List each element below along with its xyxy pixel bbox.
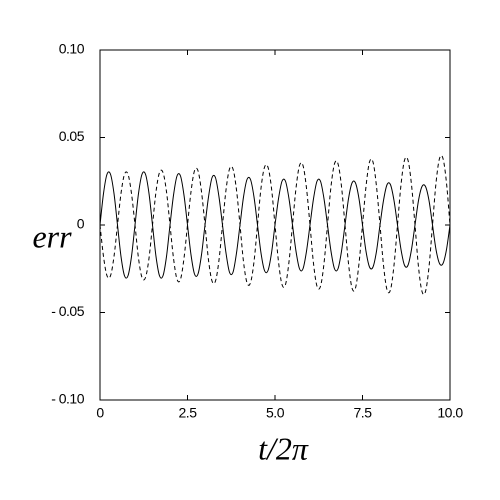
y-tick-label: - 0.05: [51, 303, 85, 319]
y-tick-label: 0.10: [59, 41, 85, 57]
series-line: [99, 154, 451, 296]
y-tick-label: - 0.10: [51, 391, 85, 407]
y-axis-label: err: [32, 218, 72, 254]
x-tick-label: 2.5: [179, 405, 198, 421]
x-tick-label: 10.0: [437, 405, 463, 421]
x-tick-label: 7.5: [354, 405, 373, 421]
y-tick-label: 0: [77, 216, 85, 232]
x-tick-label: 5.0: [266, 405, 285, 421]
x-axis-label: t/2π: [258, 430, 309, 466]
y-tick-label: 0.05: [59, 128, 85, 144]
x-tick-label: 0: [96, 405, 104, 421]
